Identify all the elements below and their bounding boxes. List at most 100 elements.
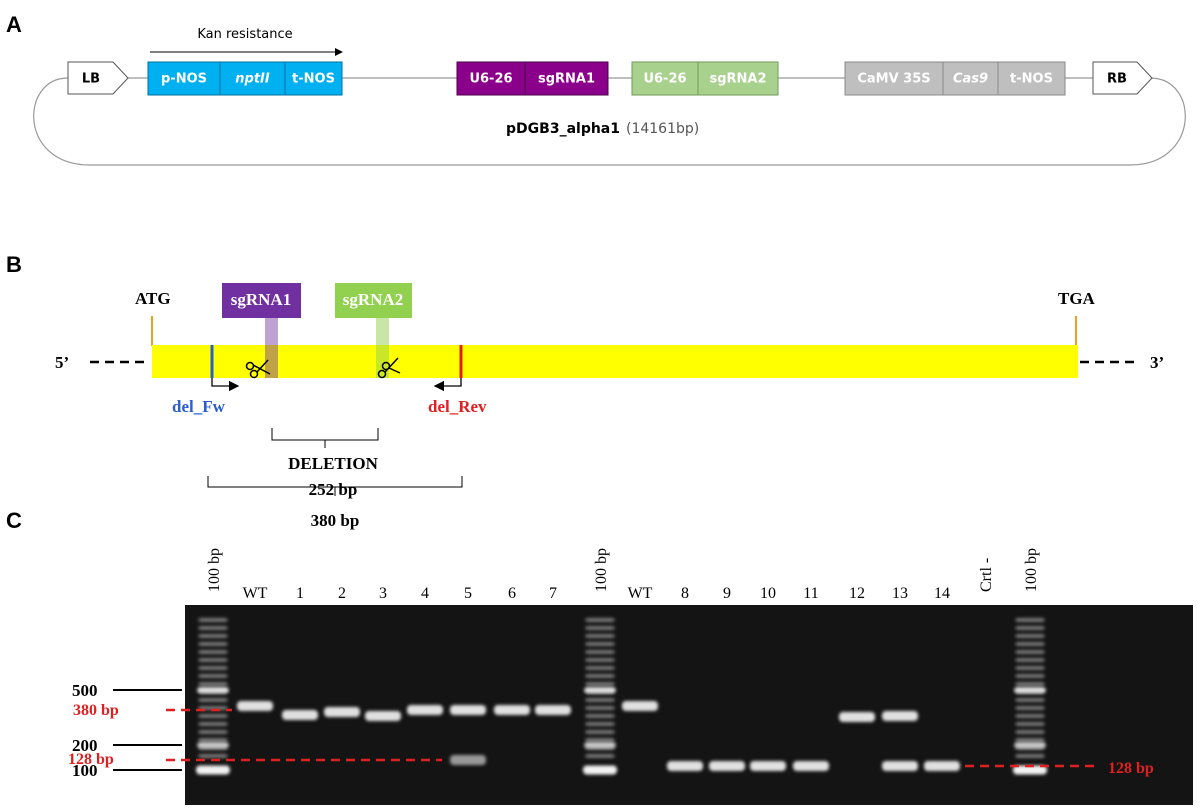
gel-band xyxy=(667,761,703,771)
lb-box xyxy=(67,61,129,95)
gel-band xyxy=(198,650,228,654)
gel-band xyxy=(585,674,615,678)
part-label: nptII xyxy=(235,72,270,87)
lane-label: 2 xyxy=(338,585,346,602)
cassettes: p-NOS nptII t-NOS U6-26 sgRNA1 U6-26 sgRNA2 CaM… xyxy=(147,61,1066,96)
gel-band xyxy=(585,714,615,718)
part-label: sgRNA1 xyxy=(538,72,595,87)
gel-band xyxy=(585,618,615,622)
gel-band xyxy=(198,722,228,726)
part-box xyxy=(219,61,286,96)
start-codon: ATG xyxy=(135,289,171,308)
ladder-mark: 100 xyxy=(72,761,98,780)
gel-band xyxy=(1015,642,1045,646)
ladder-mark: 500 xyxy=(72,681,98,700)
guide-box xyxy=(335,283,412,318)
gel-band xyxy=(1015,730,1045,734)
gel-band xyxy=(1015,634,1045,638)
gel-band xyxy=(622,701,658,711)
primer-rev-arrow xyxy=(433,378,462,392)
lane-label: 100 bp xyxy=(593,548,610,592)
gel-band xyxy=(585,650,615,654)
lane-label: 10 xyxy=(760,585,776,602)
part-label: sgRNA2 xyxy=(709,72,766,87)
gel-band xyxy=(793,761,829,771)
lane-label: 5 xyxy=(464,585,472,602)
gel-band xyxy=(585,706,615,710)
gel-band xyxy=(1013,765,1047,775)
amplicon-brace xyxy=(207,476,463,496)
lane-label: 1 xyxy=(296,585,304,602)
gel-band xyxy=(197,742,229,748)
gel-band xyxy=(585,642,615,646)
gel-band xyxy=(585,730,615,734)
ladder-mark: 200 xyxy=(72,736,98,755)
gel-band xyxy=(198,618,228,622)
gel-band xyxy=(839,712,875,722)
lane-label: Crtl - xyxy=(978,558,995,592)
guide-box xyxy=(222,283,301,318)
gel-band xyxy=(1015,674,1045,678)
lane-label: 3 xyxy=(379,585,387,602)
gel-band xyxy=(1015,650,1045,654)
gel-band xyxy=(450,755,486,765)
deletion-size: 252 bp xyxy=(309,480,358,499)
gel-band xyxy=(585,722,615,726)
three-prime: 3’ xyxy=(1150,353,1164,372)
gel-band xyxy=(1015,666,1045,670)
gel-band xyxy=(882,761,918,771)
part-label: t-NOS xyxy=(1010,72,1053,87)
part-label: CaMV 35S xyxy=(857,72,930,87)
gel-band xyxy=(198,642,228,646)
deletion-brace xyxy=(271,428,379,448)
lane-label: 12 xyxy=(849,585,865,602)
gel-band xyxy=(198,714,228,718)
gel-band xyxy=(198,658,228,662)
rb-label: RB xyxy=(1107,72,1127,87)
part-box xyxy=(697,61,779,96)
gel-band xyxy=(1015,682,1045,686)
gel-band xyxy=(585,666,615,670)
lane-label: 6 xyxy=(508,585,516,602)
gel-band xyxy=(1015,626,1045,630)
gel-band xyxy=(585,634,615,638)
primer-fw: del_Fw xyxy=(172,397,226,416)
lane-label: 8 xyxy=(681,585,689,602)
part-box xyxy=(147,61,221,96)
lane-label: 14 xyxy=(934,585,950,602)
band-label: 380 bp xyxy=(73,702,119,719)
gel-band xyxy=(535,705,571,715)
gel-band xyxy=(1015,706,1045,710)
gel-band xyxy=(709,761,745,771)
part-label: Cas9 xyxy=(953,72,988,87)
gel-band xyxy=(585,754,615,758)
lane-label: 100 bp xyxy=(1023,548,1040,592)
deletion-label: DELETION xyxy=(288,454,378,473)
gel-band xyxy=(196,765,230,775)
gel-band xyxy=(1015,714,1045,718)
guide-site xyxy=(265,318,278,378)
gel-band xyxy=(924,761,960,771)
gel-band xyxy=(324,707,360,717)
gel-band xyxy=(282,710,318,720)
plasmid-name: pDGB3_alpha1 xyxy=(506,121,620,137)
scissors xyxy=(245,359,271,379)
five-prime: 5’ xyxy=(55,353,69,372)
gel-band xyxy=(585,682,615,686)
part-label: p-NOS xyxy=(161,72,207,87)
gel-band xyxy=(1014,687,1046,693)
gel-band xyxy=(198,754,228,758)
gel-band xyxy=(583,765,617,775)
part-box xyxy=(997,61,1066,96)
part-box xyxy=(844,61,944,96)
gel-band xyxy=(585,626,615,630)
plasmid-backbone xyxy=(33,77,1186,166)
primer-rev: del_Rev xyxy=(428,397,487,416)
part-label: U6-26 xyxy=(469,72,512,87)
band-label: 128 bp xyxy=(1108,760,1154,777)
gel-band xyxy=(198,674,228,678)
guide-label: sgRNA1 xyxy=(231,290,291,309)
gel-band xyxy=(1015,738,1045,742)
